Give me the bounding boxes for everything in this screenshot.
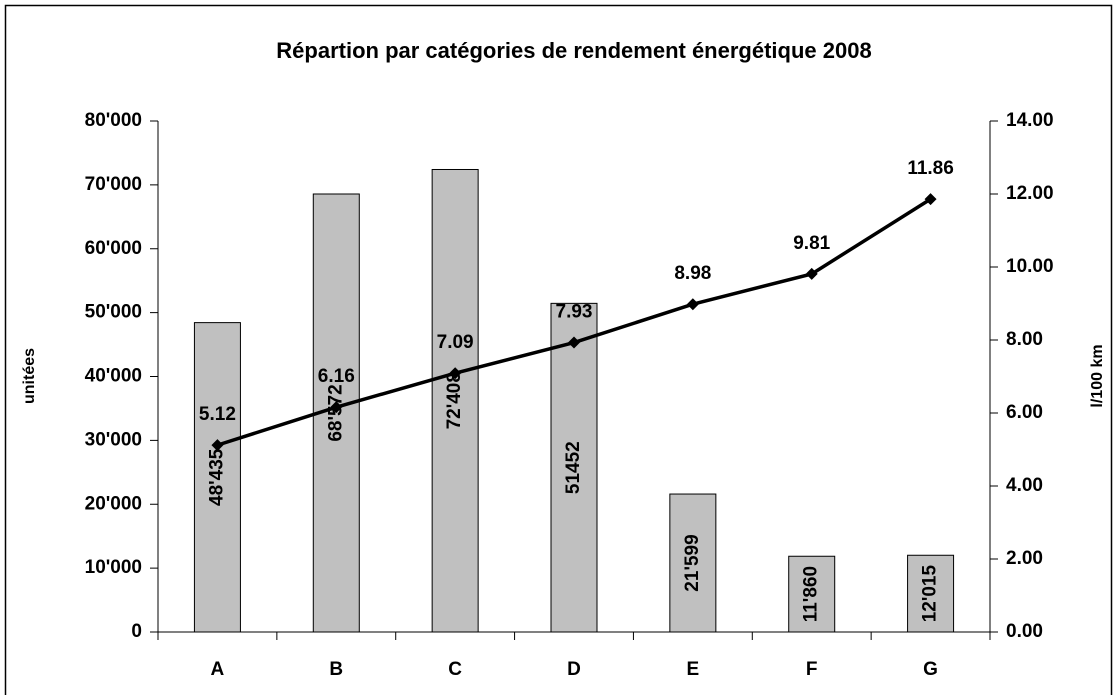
y2-tick-label: 0.00 xyxy=(1006,621,1043,642)
x-tick-label: F xyxy=(806,659,818,680)
y-tick-label: 30'000 xyxy=(85,429,142,450)
bar-value-label: 21'599 xyxy=(682,534,703,591)
chart-title: Répartion par catégories de rendement én… xyxy=(276,38,871,63)
line-marker xyxy=(568,336,580,349)
bar xyxy=(788,555,836,633)
line-value-label: 11.86 xyxy=(907,158,954,179)
bar-value-label: 11'860 xyxy=(801,566,822,622)
bar-value-label: 51452 xyxy=(563,441,584,494)
line-marker xyxy=(449,367,462,380)
bar xyxy=(431,168,479,633)
bar xyxy=(550,302,598,633)
x-tick-label: D xyxy=(567,659,581,680)
line-marker xyxy=(805,267,818,280)
y2-tick-label: 4.00 xyxy=(1006,475,1043,496)
x-tick-label: A xyxy=(211,659,225,680)
x-tick-label: C xyxy=(448,659,462,680)
y-axis-label: unitées xyxy=(21,348,38,404)
y-tick-label: 70'000 xyxy=(85,174,142,195)
y2-tick-label: 14.00 xyxy=(1006,110,1054,131)
y2-tick-label: 10.00 xyxy=(1006,256,1054,277)
bar-value-label: 12'015 xyxy=(920,565,941,623)
y-tick-label: 40'000 xyxy=(85,366,142,387)
x-tick-label: E xyxy=(687,659,700,680)
y2-tick-label: 8.00 xyxy=(1006,329,1043,350)
y2-tick-label: 6.00 xyxy=(1006,402,1043,423)
y-tick-label: 80'000 xyxy=(85,110,142,131)
y-tick-label: 0 xyxy=(131,621,142,642)
y-tick-label: 10'000 xyxy=(85,557,142,578)
line-marker xyxy=(686,298,699,311)
bar-value-label: 48'435 xyxy=(206,448,227,506)
x-tick-label: B xyxy=(329,659,343,680)
y2-tick-label: 12.00 xyxy=(1006,183,1054,204)
line-value-label: 7.93 xyxy=(556,302,593,323)
line-value-label: 7.09 xyxy=(437,332,474,353)
y-tick-label: 50'000 xyxy=(85,302,142,323)
line-marker xyxy=(330,401,343,414)
y-tick-label: 60'000 xyxy=(85,238,142,259)
line-value-label: 8.98 xyxy=(674,263,711,284)
line-value-label: 6.16 xyxy=(318,366,355,387)
y2-tick-label: 2.00 xyxy=(1006,548,1043,569)
line-value-label: 9.81 xyxy=(793,233,830,254)
line-marker xyxy=(924,193,937,206)
line-marker xyxy=(211,439,224,452)
bar xyxy=(907,554,955,633)
y2-axis-label: l/100 km xyxy=(1089,344,1106,407)
bar xyxy=(193,322,241,633)
bar-value-label: 68'572 xyxy=(325,384,346,441)
bar xyxy=(669,493,717,633)
y-tick-label: 20'000 xyxy=(85,493,142,514)
bar-value-label: 72'408 xyxy=(444,372,465,429)
x-tick-label: G xyxy=(923,659,938,680)
line-value-label: 5.12 xyxy=(199,404,236,425)
